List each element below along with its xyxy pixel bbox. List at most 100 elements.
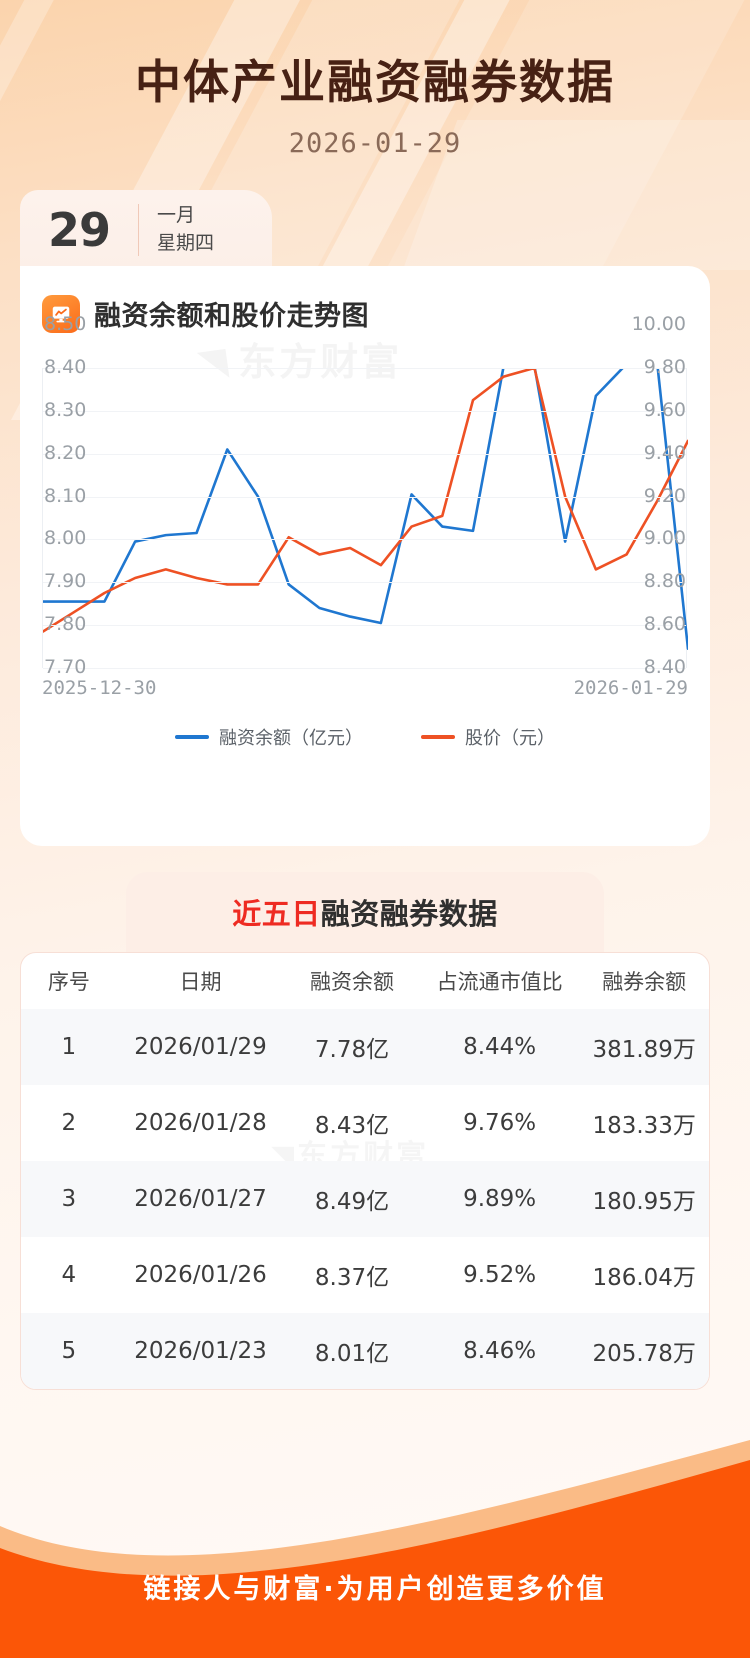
date-badge-weekday: 星期四: [157, 233, 215, 254]
table-cell-index: 5: [61, 1338, 77, 1364]
chart-card-header: 融资余额和股价走势图: [20, 266, 710, 333]
chart-series-stock-price: [43, 368, 688, 632]
margin-trading-table: ◥东方财富 序号 日期 融资余额 占流通市值比 融券余额 12026/01/29…: [20, 952, 710, 1390]
chart-left-tick-0: 8.50: [44, 313, 87, 336]
footer-curve-shape: [0, 1440, 750, 1658]
chart-monitor-icon: [42, 294, 80, 333]
table-cell-index: 2: [61, 1110, 77, 1136]
date-badge-divider: [138, 204, 139, 256]
chart-right-tick-4: 9.20: [643, 484, 686, 507]
table-cell-balance: 8.01亿: [314, 1341, 390, 1367]
table-cell-balance: 8.49亿: [314, 1189, 390, 1215]
table-cell-index: 4: [61, 1262, 77, 1288]
legend-label-margin-balance: 融资余额（亿元）: [219, 728, 363, 748]
date-badge: 29 一月 星期四: [20, 190, 272, 270]
chart-left-tick-1: 8.40: [44, 356, 87, 378]
table-cell-date: 2026/01/23: [134, 1338, 267, 1364]
table-cell-ratio: 9.76%: [463, 1110, 537, 1136]
legend-item-stock-price[interactable]: 股价（元）: [421, 724, 555, 750]
table-cell-balance: 8.37亿: [314, 1265, 390, 1291]
chart-gridline: [43, 625, 686, 627]
chart-left-tick-5: 8.00: [44, 527, 87, 550]
table-row[interactable]: 4 2026/01/26 8.37亿 9.52% 186.04万: [21, 1237, 709, 1313]
footer-slogan: 链接人与财富·为用户创造更多价值: [143, 1574, 607, 1605]
table-header-row: 序号 日期 融资余额 占流通市值比 融券余额: [21, 953, 709, 1009]
table-cell-index: 1: [61, 1034, 77, 1060]
table-row[interactable]: 2 2026/01/28 8.43亿 9.76% 183.33万: [21, 1085, 709, 1161]
page-header: 中体产业融资融券数据 2026-01-29: [0, 0, 750, 159]
page-footer: 链接人与财富·为用户创造更多价值: [0, 1408, 750, 1658]
date-badge-month: 一月: [157, 204, 196, 226]
chart-right-tick-1: 9.80: [643, 356, 686, 378]
chart-left-tick-3: 8.20: [44, 441, 87, 464]
legend-item-margin-balance[interactable]: 融资余额（亿元）: [175, 724, 363, 750]
chart-gridline: [43, 668, 686, 669]
table-cell-short-balance: 205.78万: [592, 1341, 696, 1367]
legend-label-stock-price: 股价（元）: [465, 728, 555, 748]
chart-left-tick-2: 8.30: [44, 398, 87, 421]
chart-x-tick-start: 2025-12-30: [42, 677, 157, 699]
legend-swatch-blue: [175, 735, 209, 739]
chart-left-tick-6: 7.90: [44, 570, 87, 593]
chart-legend: 融资余额（亿元） 股价（元）: [20, 724, 710, 750]
table-card: 近五日融资融券数据 ◥东方财富 序号 日期 融资余额 占流通市值比 融券余额 1…: [20, 872, 710, 1390]
table-col-index: 序号: [47, 970, 90, 994]
table-cell-date: 2026/01/26: [134, 1262, 267, 1288]
table-cell-ratio: 9.89%: [463, 1186, 537, 1212]
chart-x-tick-end: 2026-01-29: [573, 677, 688, 699]
table-title-highlight: 近五日: [232, 897, 321, 931]
table-cell-short-balance: 381.89万: [592, 1037, 696, 1063]
table-col-date: 日期: [179, 970, 222, 994]
table-title-pill: 近五日融资融券数据: [126, 872, 604, 952]
chart-series-margin-balance: [43, 368, 688, 649]
chart-card-title: 融资余额和股价走势图: [94, 301, 369, 332]
chart-right-tick-7: 8.60: [643, 613, 686, 636]
chart-lines: [43, 368, 688, 668]
chart-right-tick-6: 8.80: [643, 570, 686, 593]
date-badge-detail: 一月 星期四: [139, 202, 214, 259]
page-subtitle-date: 2026-01-29: [288, 128, 462, 159]
chart-gridline: [43, 539, 686, 541]
table-col-balance: 融资余额: [310, 970, 395, 994]
chart-gridline: [43, 453, 686, 455]
chart-right-tick-3: 9.40: [643, 441, 686, 464]
chart-card: 融资余额和股价走势图 ◥东方财富 8.508.408.308.208.108.0…: [20, 266, 710, 846]
content-sheet: 29 一月 星期四 融资余额和股价走势图 ◥东方财富: [20, 190, 710, 1420]
table-col-ratio: 占流通市值比: [436, 970, 563, 994]
date-badge-day: 29: [47, 203, 111, 257]
table-cell-date: 2026/01/29: [134, 1034, 267, 1060]
chart-gridline: [43, 410, 686, 412]
table-cell-balance: 8.43亿: [314, 1113, 390, 1139]
table-row[interactable]: 1 2026/01/29 7.78亿 8.44% 381.89万: [21, 1009, 709, 1085]
table-cell-short-balance: 180.95万: [592, 1189, 696, 1215]
chart-left-tick-4: 8.10: [44, 484, 87, 507]
chart-left-tick-7: 7.80: [44, 613, 87, 636]
table-cell-short-balance: 186.04万: [592, 1265, 696, 1291]
table-title-rest: 融资融券数据: [320, 897, 498, 931]
chart-right-tick-8: 8.40: [643, 656, 686, 678]
chart-plot: [42, 368, 688, 669]
table-cell-ratio: 8.44%: [463, 1034, 537, 1060]
table-cell-balance: 7.78亿: [314, 1037, 390, 1063]
chart-gridline: [43, 368, 686, 369]
chart-left-tick-8: 7.70: [44, 656, 87, 678]
chart-gridline: [43, 496, 686, 498]
chart-area: ◥东方财富 8.508.408.308.208.108.007.907.807.…: [20, 315, 710, 809]
table-col-short-bal: 融券余额: [602, 970, 687, 994]
table-cell-index: 3: [61, 1186, 77, 1212]
legend-swatch-orange: [421, 735, 455, 739]
table-row[interactable]: 3 2026/01/27 8.49亿 9.89% 180.95万: [21, 1161, 709, 1237]
table-cell-short-balance: 183.33万: [592, 1113, 696, 1139]
table-cell-ratio: 8.46%: [463, 1338, 537, 1364]
table-cell-ratio: 9.52%: [463, 1262, 537, 1288]
chart-right-tick-5: 9.00: [643, 527, 686, 550]
chart-gridline: [43, 582, 686, 584]
chart-right-tick-2: 9.60: [643, 398, 686, 421]
table-title: 近五日融资融券数据: [232, 891, 498, 933]
table-body: 1 2026/01/29 7.78亿 8.44% 381.89万 2 2026/01/28 8…: [21, 1009, 709, 1389]
chart-right-tick-0: 10.00: [631, 313, 686, 336]
table-cell-date: 2026/01/28: [134, 1110, 267, 1136]
table-cell-date: 2026/01/27: [134, 1186, 267, 1212]
table-row[interactable]: 5 2026/01/23 8.01亿 8.46% 205.78万: [21, 1313, 709, 1389]
page-title: 中体产业融资融券数据: [135, 55, 615, 109]
